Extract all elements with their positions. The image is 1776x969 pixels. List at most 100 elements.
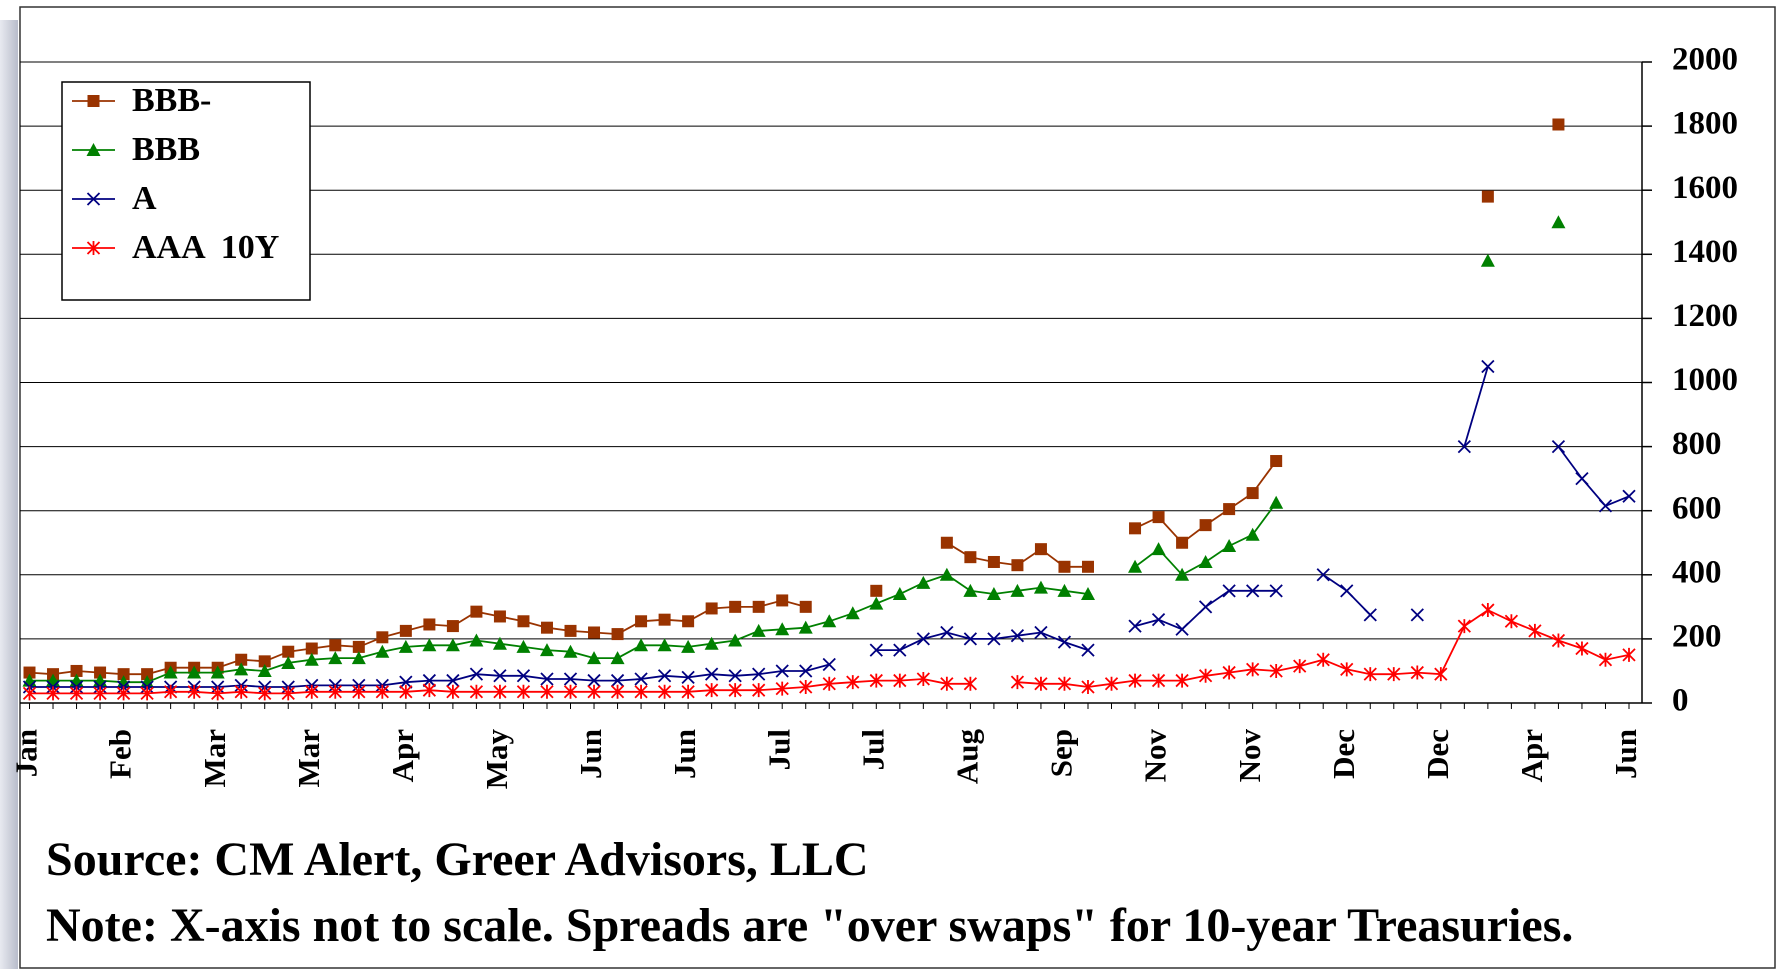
marker [304, 652, 319, 666]
marker [211, 686, 225, 701]
marker [657, 669, 672, 683]
marker [540, 684, 554, 699]
marker [1081, 643, 1095, 657]
marker [516, 669, 531, 683]
marker [893, 643, 907, 657]
marker [1175, 622, 1189, 636]
marker [493, 684, 507, 699]
marker [22, 686, 37, 701]
y-tick-label: 1000 [1672, 362, 1738, 398]
marker [69, 686, 84, 701]
y-tick-label: 1200 [1672, 298, 1738, 334]
marker [329, 639, 342, 652]
marker [399, 684, 413, 699]
frame [19, 6, 1776, 969]
marker [1387, 667, 1401, 682]
marker [1151, 542, 1166, 556]
marker [470, 605, 483, 618]
marker [1058, 560, 1071, 573]
marker [658, 613, 671, 626]
y-tick-label: 800 [1672, 426, 1722, 462]
marker [869, 643, 883, 657]
marker [1434, 667, 1448, 682]
x-tick-label: Dec [1326, 729, 1361, 779]
marker [752, 600, 765, 613]
marker [445, 638, 460, 652]
marker [281, 655, 296, 669]
marker [610, 651, 625, 665]
marker [634, 684, 648, 699]
marker [446, 620, 459, 633]
marker [963, 676, 978, 691]
marker [799, 679, 813, 694]
marker [1011, 559, 1024, 572]
marker [140, 675, 155, 689]
marker [657, 684, 672, 699]
marker [728, 683, 742, 698]
marker [398, 639, 413, 653]
marker [728, 633, 743, 647]
marker [1223, 503, 1236, 516]
x-tick-label: Jul [761, 729, 796, 771]
marker [1551, 215, 1566, 229]
y-tick-label: 2000 [1672, 42, 1738, 78]
marker [704, 636, 719, 650]
marker [1129, 522, 1142, 535]
x-tick-label: Mar [197, 729, 232, 788]
marker [328, 651, 343, 665]
marker [1222, 665, 1236, 680]
marker [93, 686, 107, 701]
marker [86, 143, 101, 156]
marker [1152, 511, 1165, 524]
marker [1551, 439, 1566, 454]
marker [916, 671, 930, 686]
marker [776, 594, 789, 607]
marker [775, 681, 789, 696]
marker [1481, 359, 1495, 374]
x-tick-label: Dec [1420, 729, 1455, 779]
marker [257, 663, 272, 677]
marker [86, 241, 101, 255]
x-tick-label: Nov [1138, 729, 1173, 783]
marker [705, 602, 718, 615]
legend-entries: BBB- BBB A AAA 10Y [72, 82, 279, 266]
marker [610, 684, 625, 699]
legend [61, 81, 311, 301]
marker [235, 653, 248, 666]
marker [1269, 495, 1284, 509]
marker [1598, 499, 1613, 513]
y-tick-label: 0 [1672, 683, 1689, 719]
marker [1622, 489, 1636, 503]
marker [1175, 567, 1190, 581]
x-tick-label: Apr [1514, 729, 1549, 783]
marker [446, 673, 460, 688]
marker [469, 684, 484, 699]
marker [916, 575, 931, 589]
marker [1363, 667, 1377, 682]
x-tick-label: Mar [291, 729, 326, 788]
marker [1057, 635, 1072, 649]
marker [516, 684, 531, 699]
marker [939, 567, 954, 581]
marker [1575, 641, 1589, 656]
marker [1528, 623, 1542, 638]
marker [682, 615, 695, 628]
marker [1034, 625, 1048, 640]
marker [611, 628, 624, 641]
marker [587, 673, 601, 688]
marker [634, 638, 649, 652]
marker [540, 621, 553, 634]
marker [492, 636, 507, 650]
marker [1057, 583, 1072, 597]
marker [822, 614, 837, 628]
marker [1080, 587, 1095, 601]
marker [1222, 538, 1237, 552]
marker [1010, 629, 1025, 643]
x-tick-label: Nov [1232, 729, 1267, 783]
marker [446, 684, 460, 699]
annotation: Source: CM Alert, Greer Advisors, LLC [46, 833, 869, 886]
marker [1151, 673, 1166, 688]
marker [1128, 673, 1142, 688]
marker [1340, 584, 1354, 598]
